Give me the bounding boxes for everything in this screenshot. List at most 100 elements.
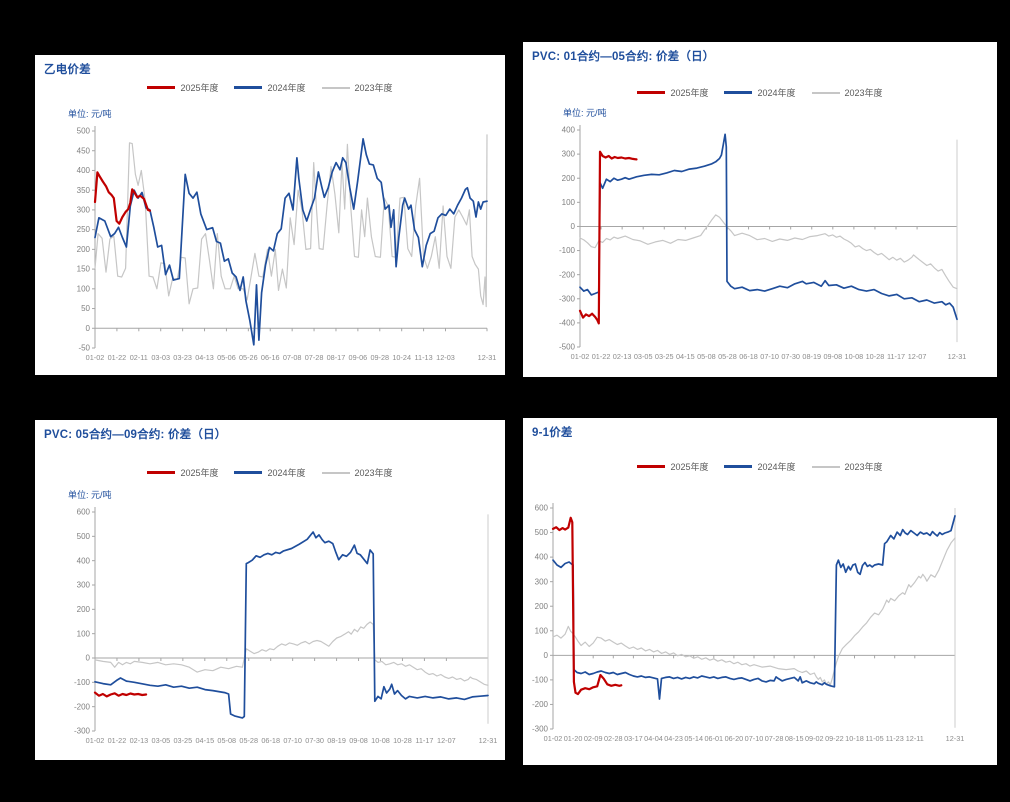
svg-text:08-19: 08-19 <box>802 352 821 361</box>
legend-line-swatch <box>724 91 753 94</box>
legend-label: 2024年度 <box>267 83 306 93</box>
svg-text:400: 400 <box>77 556 91 565</box>
svg-text:100: 100 <box>77 284 91 293</box>
legend-label: 2024年度 <box>267 468 306 478</box>
svg-text:09-06: 09-06 <box>349 353 368 362</box>
svg-text:07-10: 07-10 <box>283 736 302 745</box>
legend-item: 2023年度 <box>811 86 883 99</box>
svg-text:600: 600 <box>535 504 549 513</box>
svg-text:06-01: 06-01 <box>704 734 723 743</box>
legend-item: 2023年度 <box>321 81 393 94</box>
svg-text:03-23: 03-23 <box>173 353 192 362</box>
svg-text:09-28: 09-28 <box>370 353 389 362</box>
svg-text:05-28: 05-28 <box>718 352 737 361</box>
svg-text:100: 100 <box>77 629 91 638</box>
legend-item: 2024年度 <box>234 466 306 479</box>
legend-item: 2024年度 <box>724 86 796 99</box>
svg-text:11-17: 11-17 <box>887 352 905 361</box>
svg-text:-500: -500 <box>559 343 576 352</box>
legend-label: 2025年度 <box>180 468 219 478</box>
axis-unit-label: 单位: 元/吨 <box>563 108 607 118</box>
legend-label: 2025年度 <box>670 462 709 472</box>
svg-text:05-08: 05-08 <box>697 352 716 361</box>
chart-legend: 2025年度 2024年度 2023年度 <box>523 86 997 99</box>
svg-text:07-30: 07-30 <box>305 736 324 745</box>
svg-text:02-13: 02-13 <box>613 352 632 361</box>
svg-text:08-17: 08-17 <box>327 353 346 362</box>
svg-text:10-18: 10-18 <box>845 734 864 743</box>
svg-text:-100: -100 <box>559 246 576 255</box>
chart-legend: 2025年度 2024年度 2023年度 <box>35 81 505 94</box>
legend-label: 2023年度 <box>354 468 393 478</box>
legend-item: 2025年度 <box>637 86 708 99</box>
svg-text:09-02: 09-02 <box>805 734 824 743</box>
svg-text:12-31: 12-31 <box>479 736 498 745</box>
chart-legend: 2025年度 2024年度 2023年度 <box>523 460 997 473</box>
svg-text:05-08: 05-08 <box>217 736 236 745</box>
svg-text:07-28: 07-28 <box>305 353 324 362</box>
svg-text:200: 200 <box>77 245 91 254</box>
svg-text:12-31: 12-31 <box>478 353 497 362</box>
svg-text:10-28: 10-28 <box>393 736 412 745</box>
svg-text:12-31: 12-31 <box>946 734 965 743</box>
svg-text:0: 0 <box>86 654 91 663</box>
svg-text:11-13: 11-13 <box>415 353 433 362</box>
svg-text:09-22: 09-22 <box>825 734 844 743</box>
legend-label: 2023年度 <box>354 83 393 93</box>
svg-text:-200: -200 <box>559 270 576 279</box>
svg-text:12-07: 12-07 <box>908 352 927 361</box>
svg-text:0: 0 <box>544 651 549 660</box>
legend-item: 2025年度 <box>637 460 708 473</box>
legend-label: 2024年度 <box>757 88 796 98</box>
svg-text:03-05: 03-05 <box>152 736 171 745</box>
svg-text:01-02: 01-02 <box>86 736 105 745</box>
svg-text:09-08: 09-08 <box>823 352 842 361</box>
svg-text:-200: -200 <box>532 700 549 709</box>
svg-text:-100: -100 <box>532 675 549 684</box>
svg-text:10-24: 10-24 <box>392 353 411 362</box>
svg-text:06-20: 06-20 <box>725 734 744 743</box>
svg-text:400: 400 <box>535 553 549 562</box>
svg-text:12-03: 12-03 <box>436 353 455 362</box>
legend-item: 2025年度 <box>147 466 218 479</box>
svg-text:-100: -100 <box>74 678 91 687</box>
svg-text:04-23: 04-23 <box>664 734 683 743</box>
svg-text:600: 600 <box>77 508 91 517</box>
svg-text:500: 500 <box>77 127 91 136</box>
chart-title: PVC: 05合约—09合约: 价差（日） <box>44 429 227 441</box>
svg-text:12-07: 12-07 <box>437 736 456 745</box>
svg-text:08-19: 08-19 <box>327 736 346 745</box>
legend-item: 2023年度 <box>321 466 393 479</box>
svg-text:07-10: 07-10 <box>760 352 779 361</box>
svg-text:10-08: 10-08 <box>371 736 390 745</box>
svg-text:03-25: 03-25 <box>174 736 193 745</box>
svg-text:50: 50 <box>81 304 90 313</box>
svg-text:01-02: 01-02 <box>86 353 105 362</box>
svg-text:450: 450 <box>77 146 91 155</box>
svg-text:02-11: 02-11 <box>130 353 148 362</box>
svg-text:02-28: 02-28 <box>604 734 623 743</box>
legend-line-swatch <box>811 465 840 468</box>
legend-line-swatch <box>147 471 176 474</box>
axis-unit-label: 单位: 元/吨 <box>68 109 112 119</box>
svg-text:10-28: 10-28 <box>866 352 885 361</box>
svg-text:250: 250 <box>77 225 91 234</box>
chart-panel-ethylene-carbide-spread: 乙电价差 2025年度 2024年度 2023年度 单位: 元/吨 500 450 40… <box>35 55 505 375</box>
svg-text:200: 200 <box>562 174 576 183</box>
svg-text:400: 400 <box>77 166 91 175</box>
legend-item: 2023年度 <box>811 460 883 473</box>
svg-text:-300: -300 <box>74 727 91 736</box>
svg-text:04-15: 04-15 <box>195 736 214 745</box>
chart-title: PVC: 01合约—05合约: 价差（日） <box>532 51 715 63</box>
legend-label: 2023年度 <box>844 462 883 472</box>
svg-text:01-22: 01-22 <box>592 352 611 361</box>
svg-text:01-02: 01-02 <box>544 734 563 743</box>
svg-text:07-30: 07-30 <box>781 352 800 361</box>
svg-text:150: 150 <box>77 265 91 274</box>
svg-text:08-15: 08-15 <box>785 734 804 743</box>
svg-text:11-05: 11-05 <box>866 734 884 743</box>
